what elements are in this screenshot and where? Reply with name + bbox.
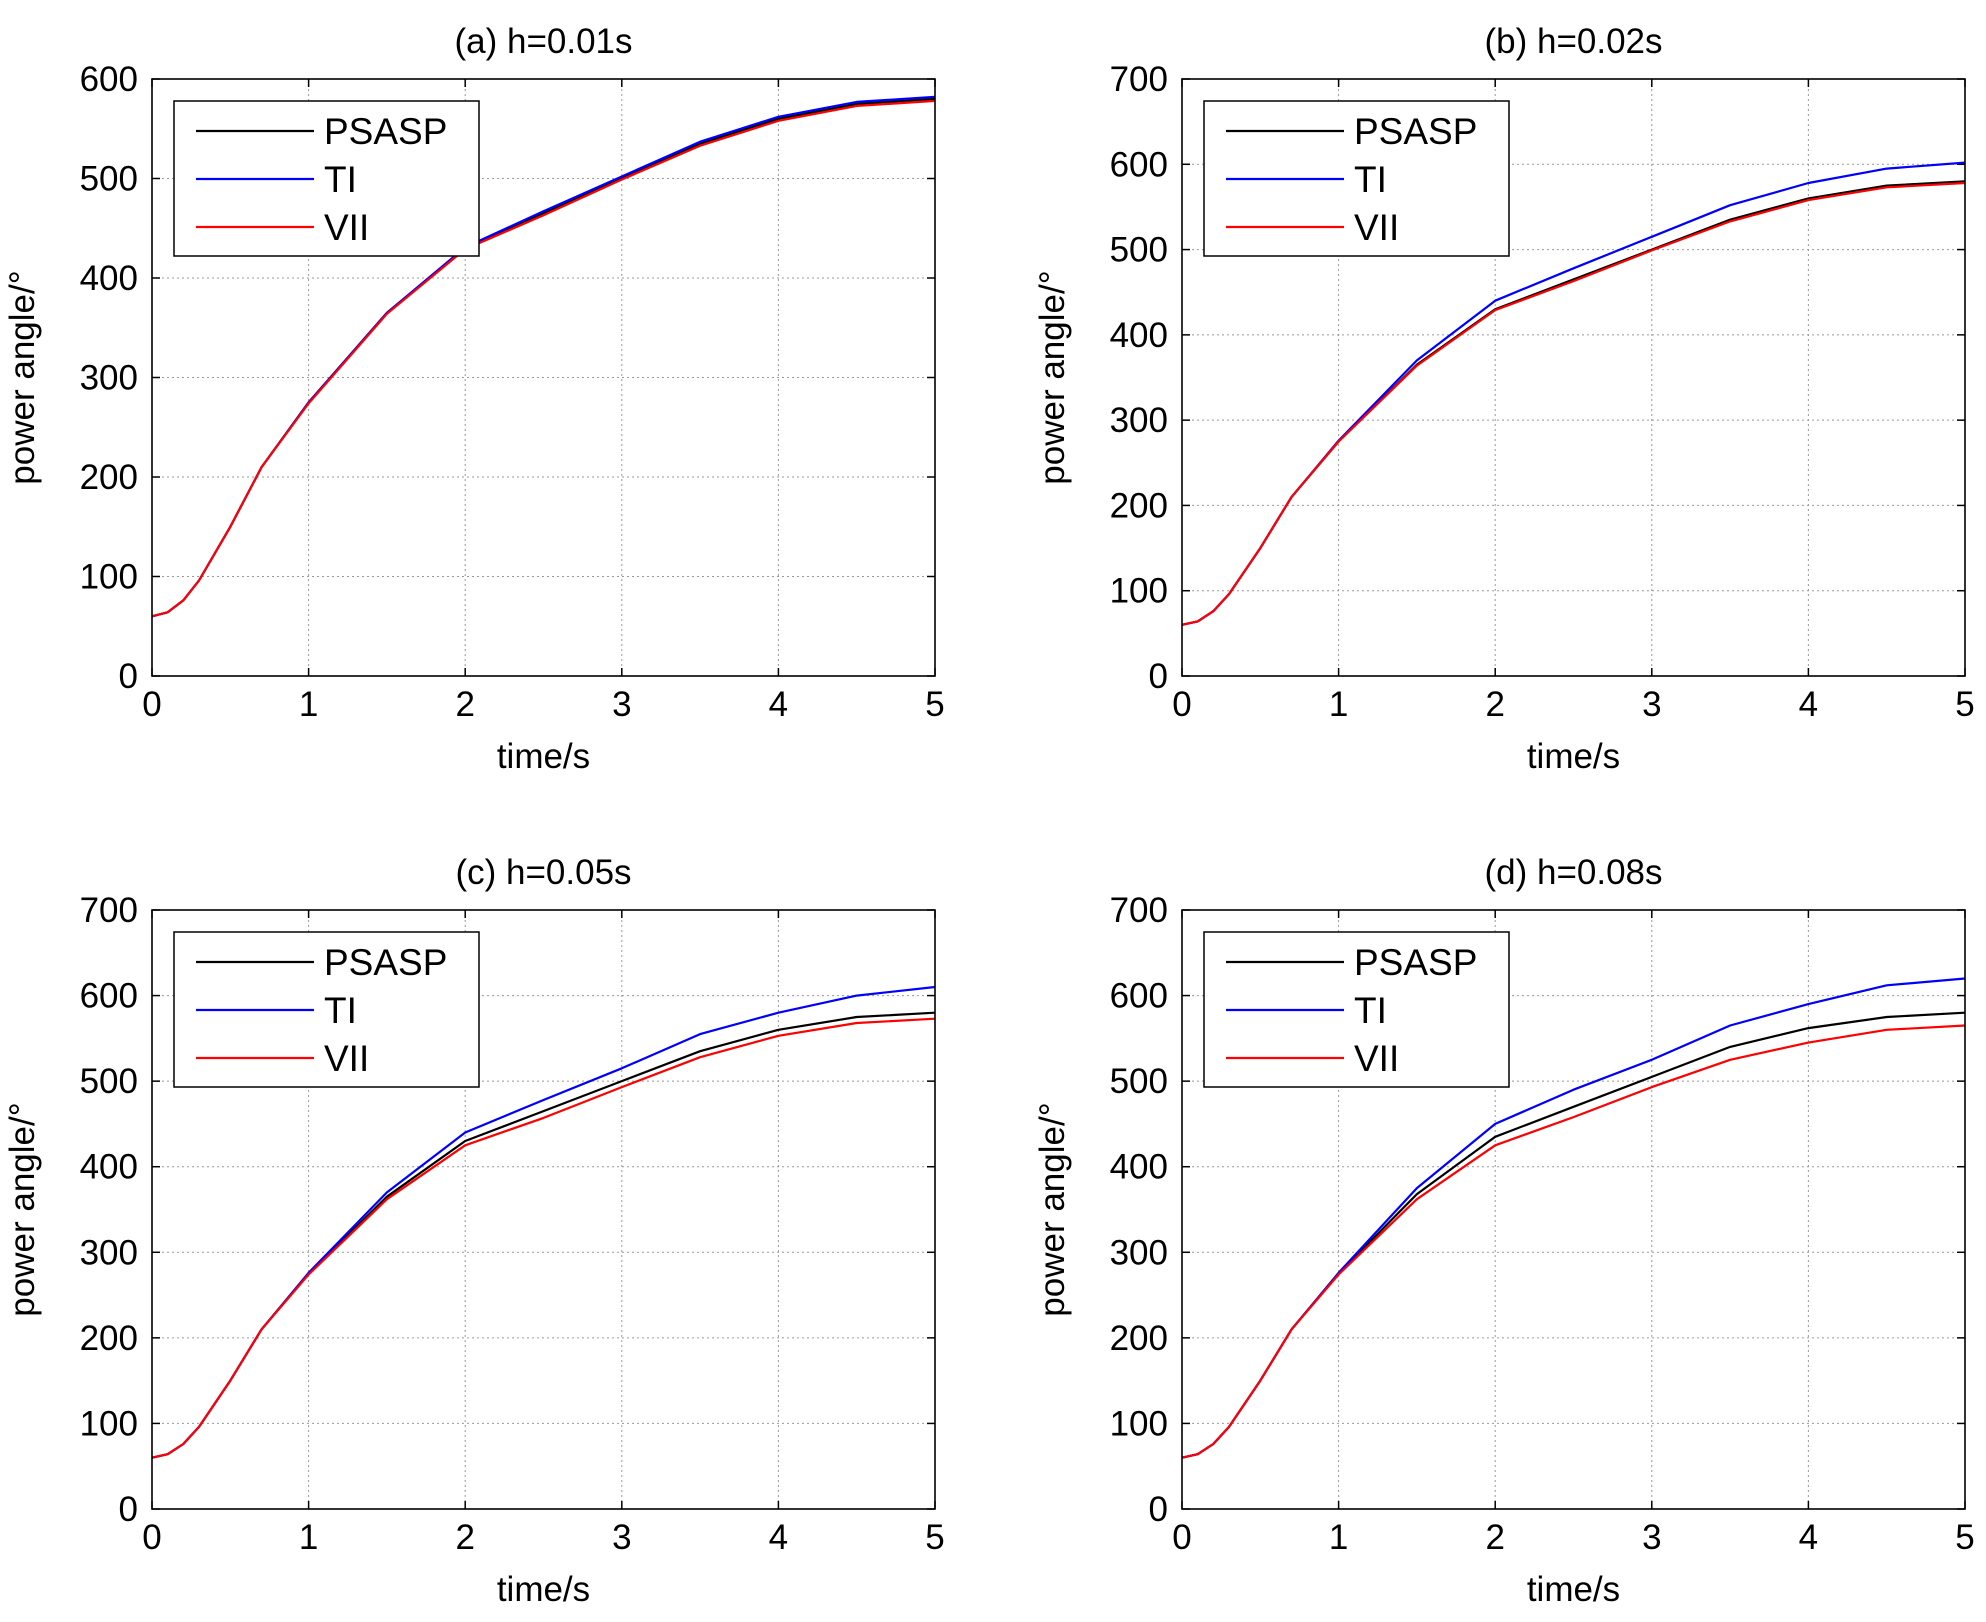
x-tick-label: 3 — [612, 1518, 631, 1557]
y-tick-label: 200 — [80, 1319, 138, 1358]
y-tick-label: 0 — [1149, 657, 1168, 696]
x-tick-label: 5 — [1955, 685, 1974, 724]
y-tick-label: 0 — [119, 657, 138, 696]
x-tick-label: 5 — [925, 685, 944, 724]
y-tick-label: 400 — [80, 1148, 138, 1187]
chart-title: (c) h=0.05s — [455, 853, 631, 892]
legend-label-vii: VII — [1354, 207, 1399, 248]
y-tick-label: 100 — [1110, 572, 1168, 611]
x-tick-label: 0 — [142, 1518, 161, 1557]
x-tick-label: 1 — [1329, 685, 1348, 724]
y-tick-label: 600 — [80, 60, 138, 99]
y-tick-label: 400 — [1110, 1148, 1168, 1187]
legend-label-psasp: PSASP — [324, 111, 447, 152]
y-axis-label: power angle/° — [3, 270, 42, 484]
y-tick-label: 300 — [80, 1233, 138, 1272]
x-tick-label: 1 — [299, 1518, 318, 1557]
legend-label-psasp: PSASP — [1354, 111, 1477, 152]
x-tick-label: 1 — [1329, 1518, 1348, 1557]
y-tick-label: 200 — [1110, 1319, 1168, 1358]
chart-title: (d) h=0.08s — [1484, 853, 1662, 892]
y-tick-label: 300 — [1110, 401, 1168, 440]
legend-label-ti: TI — [324, 990, 357, 1031]
chart-panel-0: 0 1 2 3 4 5 0 100 200 300 400 500 600 (a) h=0.01s time… — [3, 22, 945, 776]
plot-frame — [151, 78, 936, 677]
x-tick-label: 2 — [455, 1518, 474, 1557]
plot-frame — [151, 909, 936, 1510]
y-tick-label: 500 — [1110, 1062, 1168, 1101]
legend-label-vii: VII — [324, 207, 369, 248]
x-tick-label: 5 — [925, 1518, 944, 1557]
x-tick-label: 4 — [1799, 1518, 1818, 1557]
y-tick-label: 0 — [119, 1490, 138, 1529]
plot-frame — [1181, 78, 1966, 677]
y-tick-label: 300 — [80, 359, 138, 398]
chart-title: (a) h=0.01s — [454, 22, 632, 61]
y-axis-label: power angle/° — [3, 1102, 42, 1316]
y-tick-label: 600 — [1110, 977, 1168, 1016]
y-tick-label: 600 — [1110, 145, 1168, 184]
x-axis-label: time/s — [497, 1570, 590, 1609]
y-tick-label: 700 — [1110, 60, 1168, 99]
x-tick-label: 3 — [612, 685, 631, 724]
y-tick-label: 100 — [80, 558, 138, 597]
chart-panel-3: 0 1 2 3 4 5 0 100 200 300 400 500 600 700 (d) h=0.08s t… — [1033, 853, 1975, 1609]
y-tick-label: 700 — [80, 891, 138, 930]
x-tick-label: 2 — [1485, 1518, 1504, 1557]
chart-panel-2: 0 1 2 3 4 5 0 100 200 300 400 500 600 700 (c) h=0.05s t… — [3, 853, 945, 1609]
x-tick-label: 3 — [1642, 1518, 1661, 1557]
legend-label-ti: TI — [1354, 990, 1387, 1031]
series-line-vii — [1181, 181, 1966, 626]
y-tick-label: 100 — [80, 1404, 138, 1443]
y-tick-label: 600 — [80, 977, 138, 1016]
legend-label-ti: TI — [1354, 159, 1387, 200]
plot-frame — [1181, 909, 1966, 1510]
series-line-vii — [1181, 1024, 1966, 1459]
legend-label-vii: VII — [324, 1038, 369, 1079]
y-tick-label: 500 — [1110, 231, 1168, 270]
chart-title: (b) h=0.02s — [1484, 22, 1662, 61]
x-tick-label: 1 — [299, 685, 318, 724]
x-tick-label: 5 — [1955, 1518, 1974, 1557]
x-tick-label: 4 — [769, 1518, 788, 1557]
legend-label-ti: TI — [324, 159, 357, 200]
x-tick-label: 3 — [1642, 685, 1661, 724]
y-tick-label: 400 — [1110, 316, 1168, 355]
x-tick-label: 0 — [1172, 685, 1191, 724]
y-tick-label: 500 — [80, 160, 138, 199]
x-axis-label: time/s — [497, 737, 590, 776]
y-tick-label: 300 — [1110, 1233, 1168, 1272]
x-axis-label: time/s — [1527, 737, 1620, 776]
y-tick-label: 700 — [1110, 891, 1168, 930]
y-tick-label: 100 — [1110, 1404, 1168, 1443]
y-tick-label: 200 — [1110, 486, 1168, 525]
legend-label-psasp: PSASP — [1354, 942, 1477, 983]
y-tick-label: 400 — [80, 259, 138, 298]
y-tick-label: 200 — [80, 458, 138, 497]
y-axis-label: power angle/° — [1033, 1102, 1072, 1316]
x-tick-label: 4 — [769, 685, 788, 724]
x-tick-label: 0 — [1172, 1518, 1191, 1557]
y-tick-label: 500 — [80, 1062, 138, 1101]
y-axis-label: power angle/° — [1033, 270, 1072, 484]
series-line-vii — [151, 1017, 936, 1459]
x-tick-label: 4 — [1799, 685, 1818, 724]
legend-label-psasp: PSASP — [324, 942, 447, 983]
x-axis-label: time/s — [1527, 1570, 1620, 1609]
x-tick-label: 2 — [455, 685, 474, 724]
series-line-vii — [151, 99, 936, 618]
chart-panel-1: 0 1 2 3 4 5 0 100 200 300 400 500 600 700 (b) h=0.02s t… — [1033, 22, 1975, 776]
x-tick-label: 2 — [1485, 685, 1504, 724]
legend-label-vii: VII — [1354, 1038, 1399, 1079]
y-tick-label: 0 — [1149, 1490, 1168, 1529]
x-tick-label: 0 — [142, 685, 161, 724]
